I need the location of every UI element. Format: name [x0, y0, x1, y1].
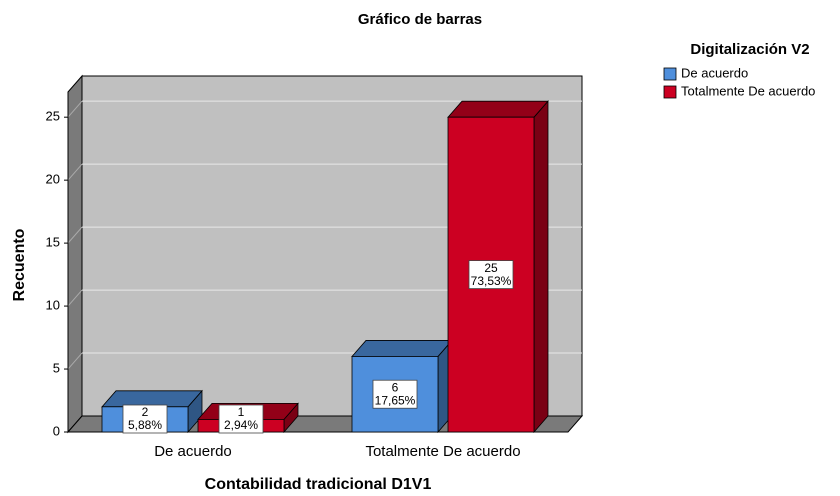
grid-line [67, 289, 83, 307]
data-label: 1 [238, 405, 245, 419]
legend-swatch [663, 67, 677, 81]
data-label: 6 [392, 380, 399, 394]
x-tick-label: Totalmente De acuerdo [365, 443, 520, 460]
data-label: 73,53% [471, 274, 512, 288]
data-label: 17,65% [375, 393, 416, 407]
bar-top [351, 340, 453, 357]
bar-top [447, 100, 549, 118]
data-label-box [468, 260, 514, 289]
legend-title: Digitalización V2 [690, 41, 809, 58]
x-axis-label: Contabilidad tradicional D1V1 [205, 476, 432, 493]
data-label: 2 [142, 405, 149, 419]
data-label-box [372, 379, 418, 409]
bar-top [101, 390, 203, 408]
grid-line [67, 352, 83, 370]
chart-title: Gráfico de barras [358, 11, 482, 28]
y-tick-label: 25 [46, 109, 60, 124]
data-label: 25 [484, 261, 498, 275]
bar-side [533, 100, 549, 434]
y-axis-label: Recuento [11, 228, 28, 301]
grid-line [67, 100, 83, 118]
data-label: 5,88% [128, 418, 162, 432]
grid-line [67, 163, 83, 181]
y-tick-label: 0 [53, 423, 60, 438]
data-label: 2,94% [224, 418, 258, 432]
y-tick-label: 5 [53, 360, 60, 375]
legend-label: De acuerdo [681, 65, 748, 80]
y-tick-label: 20 [46, 172, 60, 187]
grid-line [67, 226, 83, 244]
legend-label: Totalmente De acuerdo [681, 83, 815, 98]
y-tick-label: 15 [46, 235, 60, 250]
y-tick-label: 10 [46, 298, 60, 313]
legend-swatch [663, 85, 677, 99]
x-tick-label: De acuerdo [154, 443, 232, 460]
data-label-box [122, 404, 168, 434]
left-wall [67, 74, 83, 434]
data-label-box [218, 404, 264, 434]
